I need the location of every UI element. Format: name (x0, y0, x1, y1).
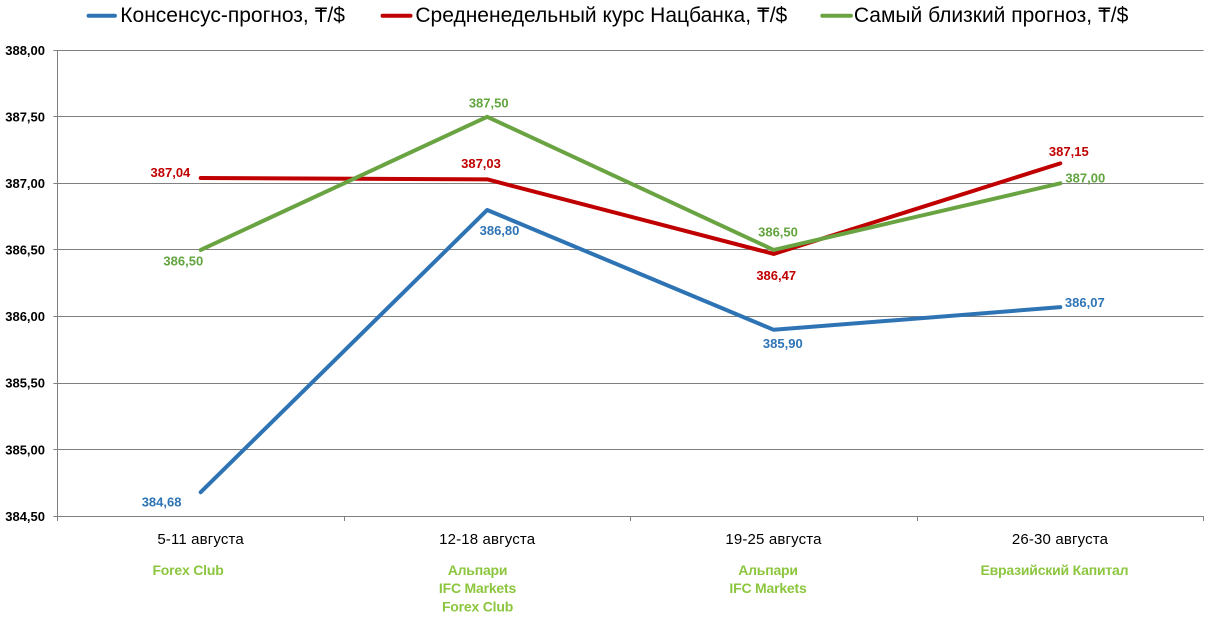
svg-text:387,04: 387,04 (151, 165, 192, 180)
svg-text:387,03: 387,03 (461, 156, 501, 171)
svg-text:386,07: 386,07 (1065, 295, 1105, 310)
svg-text:Forex Club: Forex Club (442, 598, 513, 614)
svg-text:5-11 августа: 5-11 августа (157, 531, 244, 548)
svg-text:388,00: 388,00 (5, 43, 45, 58)
svg-text:386,50: 386,50 (163, 254, 203, 269)
svg-text:Самый близкий прогноз, Т/$: Самый близкий прогноз, Т/$ (854, 4, 1129, 27)
svg-text:386,47: 386,47 (756, 268, 796, 283)
svg-text:387,15: 387,15 (1049, 144, 1089, 159)
svg-text:Средненедельный курс Нацбанка,: Средненедельный курс Нацбанка, Т/$ (415, 4, 787, 27)
svg-text:26-30 августа: 26-30 августа (1012, 531, 1109, 548)
svg-text:Консенсус-прогноз, Т/$: Консенсус-прогноз, Т/$ (120, 4, 345, 27)
svg-text:IFC Markets: IFC Markets (439, 580, 517, 596)
svg-text:19-25 августа: 19-25 августа (725, 531, 822, 548)
svg-text:Альпари: Альпари (448, 562, 508, 578)
svg-text:386,50: 386,50 (758, 225, 798, 240)
svg-text:386,80: 386,80 (480, 223, 520, 238)
svg-text:12-18 августа: 12-18 августа (439, 531, 536, 548)
svg-text:Евразийский Капитал: Евразийский Капитал (980, 562, 1128, 578)
svg-text:385,50: 385,50 (5, 376, 45, 391)
svg-text:IFC Markets: IFC Markets (729, 580, 807, 596)
svg-text:385,90: 385,90 (763, 336, 803, 351)
svg-text:385,00: 385,00 (5, 442, 45, 457)
svg-text:384,50: 384,50 (5, 509, 45, 524)
svg-text:387,50: 387,50 (5, 109, 45, 124)
svg-text:387,50: 387,50 (469, 95, 509, 110)
svg-text:384,68: 384,68 (142, 494, 182, 509)
svg-text:Forex Club: Forex Club (152, 562, 223, 578)
svg-text:387,00: 387,00 (1065, 170, 1105, 185)
svg-text:Альпари: Альпари (738, 562, 798, 578)
svg-text:386,50: 386,50 (5, 243, 45, 258)
svg-text:386,00: 386,00 (5, 309, 45, 324)
svg-text:387,00: 387,00 (5, 176, 45, 191)
